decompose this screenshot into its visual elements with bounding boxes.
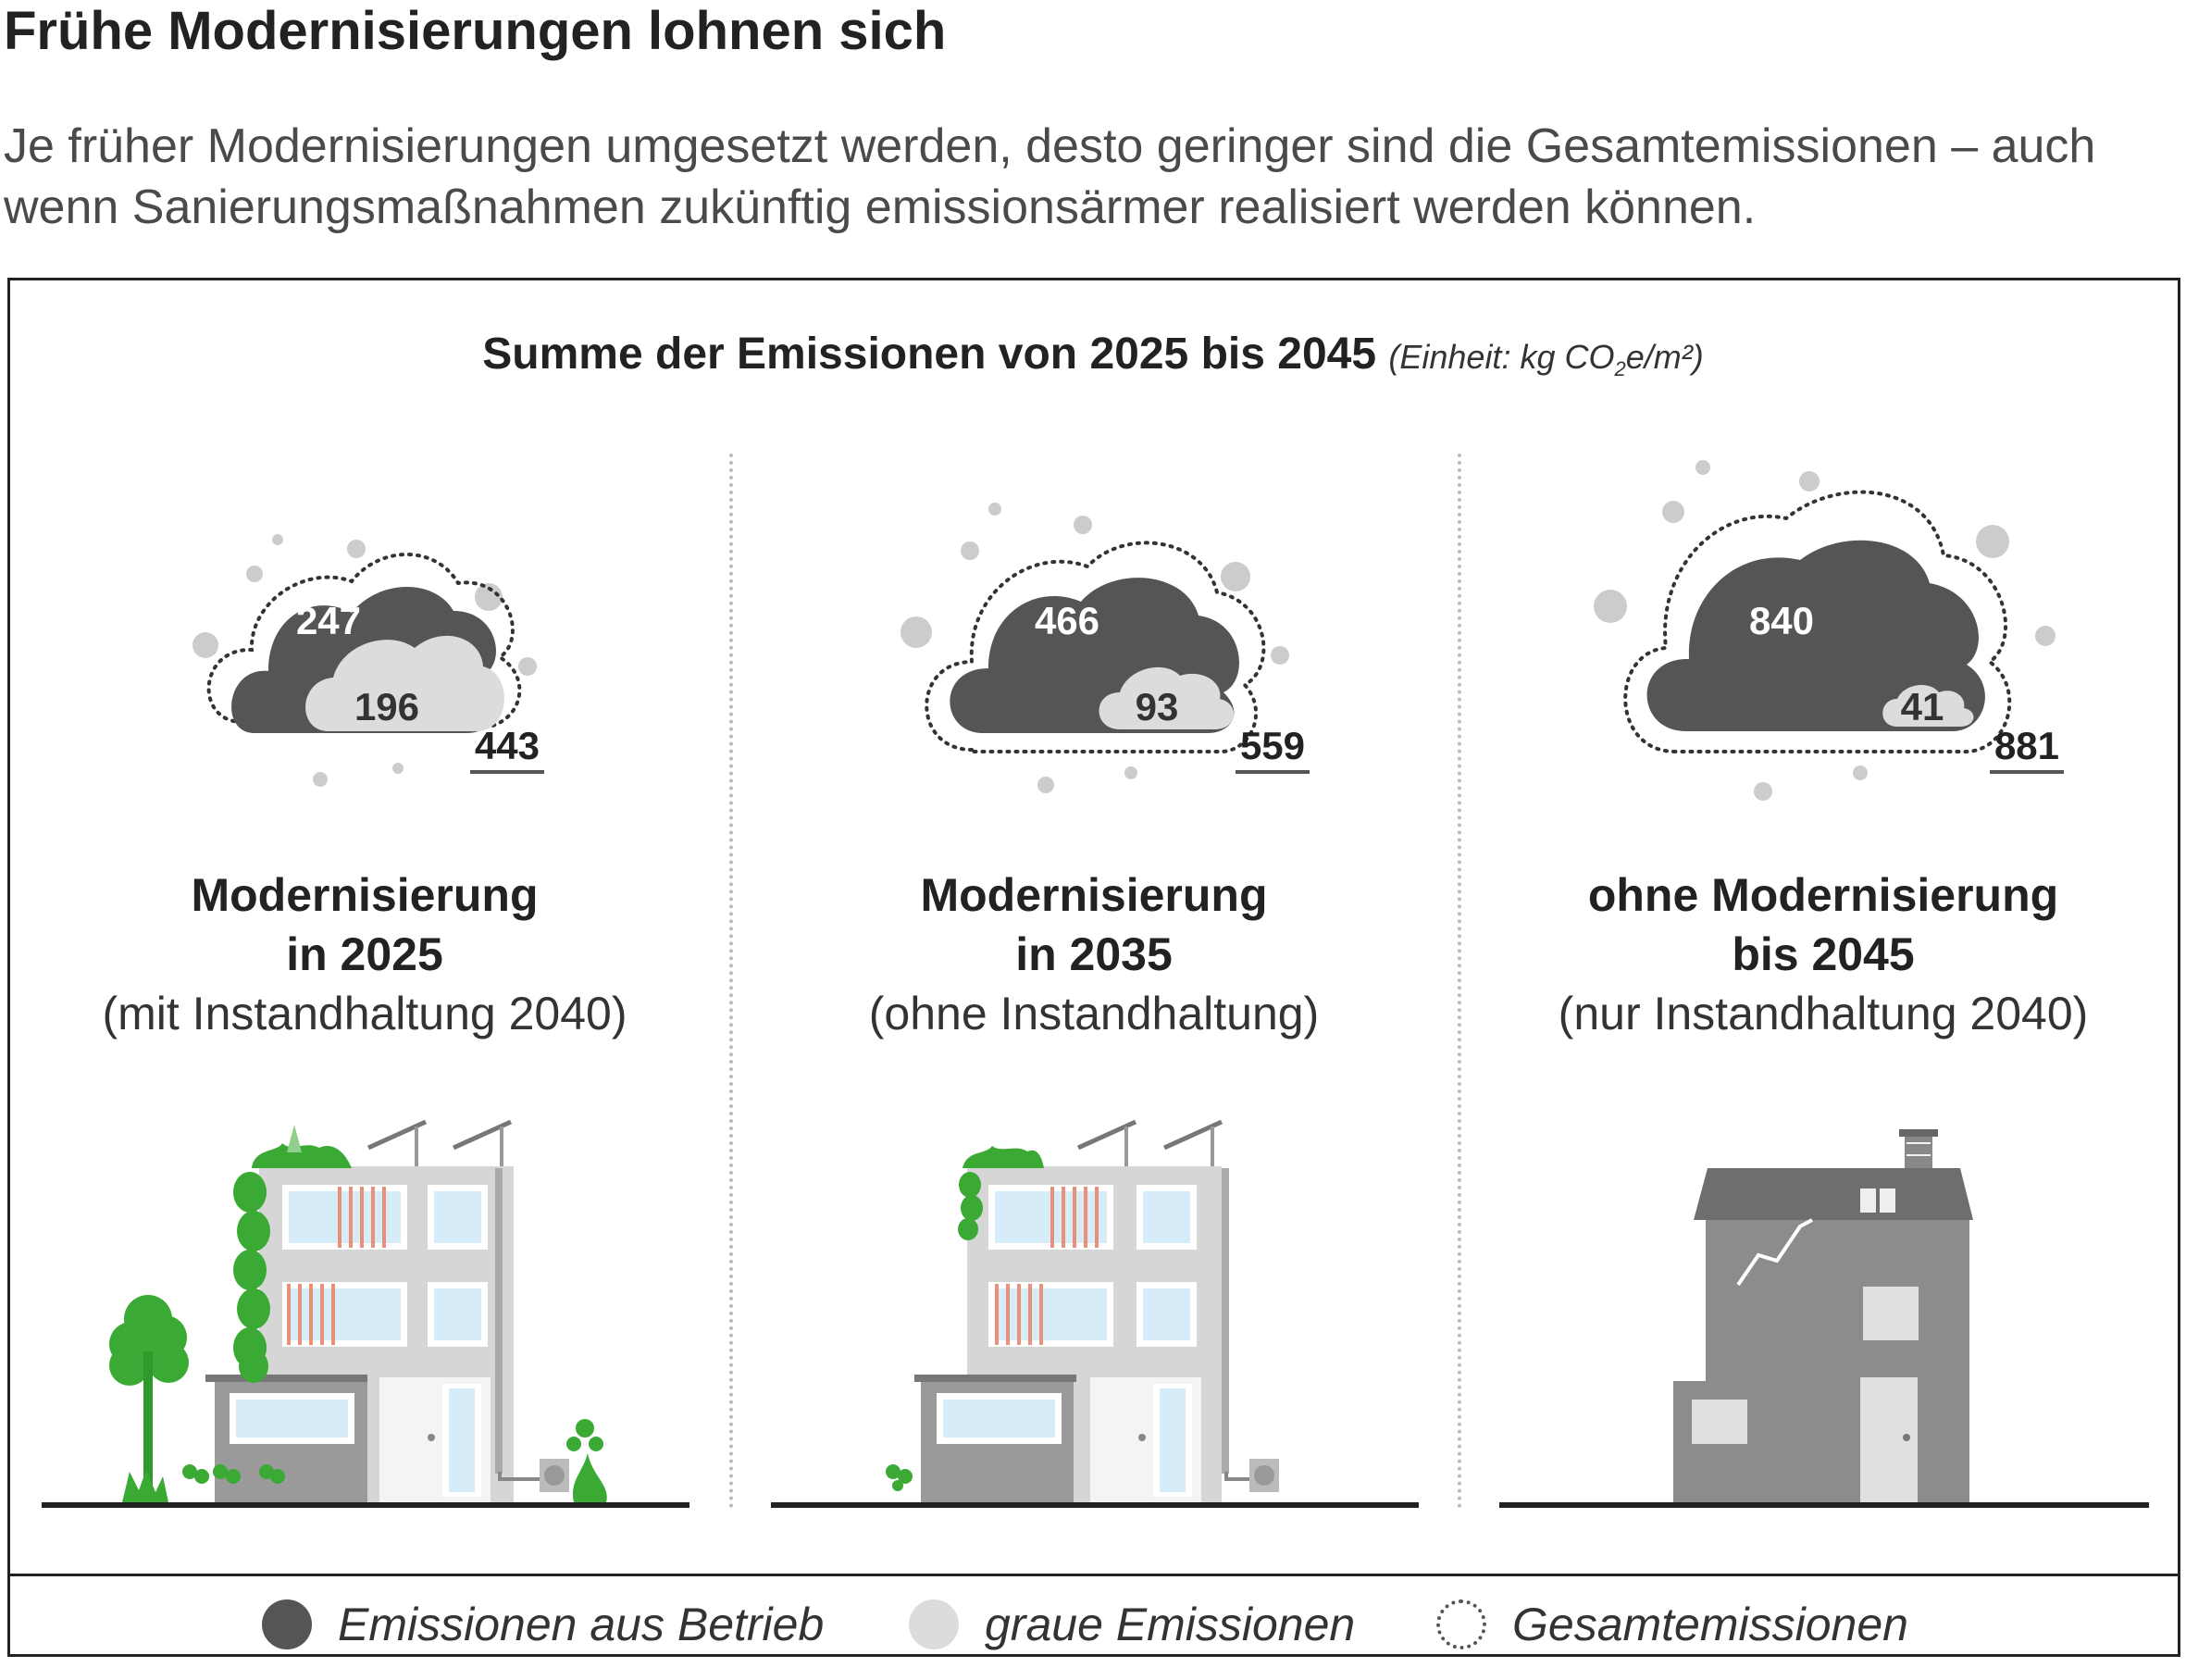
grey-cloud [1882, 684, 1974, 727]
scenario-3-subtitle: (nur Instandhaltung 2040) [1558, 988, 2089, 1039]
value-total-1: 443 [475, 724, 540, 767]
cloud-scenario-3: 840 41 881 [1594, 460, 2064, 801]
legend-swatch-operational [262, 1599, 312, 1649]
chart-unit-prefix: (Einheit: kg CO [1388, 338, 1615, 376]
scenario-1-title-line2: in 2025 [286, 928, 443, 980]
column-divider [1458, 454, 1461, 1509]
page-subtitle: Je früher Modernisierungen umgesetzt wer… [4, 119, 2096, 234]
ground-line [1499, 1502, 2149, 1508]
grey-cloud [305, 635, 504, 731]
scenario-3-title-line1: ohne Modernisierung [1587, 869, 2059, 921]
value-grey-1: 196 [354, 685, 419, 728]
chart-title-main: Summe der Emissionen von 2025 bis 2045 [482, 330, 1377, 379]
value-operational-3: 840 [1749, 599, 1814, 642]
value-operational-2: 466 [1035, 599, 1099, 642]
value-operational-1: 247 [296, 599, 361, 642]
total-outline [925, 541, 1266, 754]
decor-dots [900, 503, 1289, 793]
building-modern-1 [109, 1119, 607, 1502]
scenario-2-subtitle: (ohne Instandhaltung) [868, 988, 1320, 1039]
legend-total: Gesamtemissionen [1436, 1597, 1908, 1652]
legend-label-operational: Emissionen aus Betrieb [338, 1599, 825, 1650]
decor-dots [193, 534, 537, 787]
ground-line [42, 1502, 689, 1508]
value-total-3: 881 [1994, 724, 2059, 767]
chart-frame [7, 278, 2180, 1657]
legend-grey: graue Emissionen [909, 1597, 1355, 1652]
building-modern-2 [886, 1119, 1279, 1502]
cloud-scenario-2: 466 93 559 [900, 503, 1310, 793]
total-underline [1236, 770, 1310, 774]
scenario-3-title: ohne Modernisierung bis 2045 [1472, 865, 2175, 984]
cloud-scenario-1: 247 196 443 [193, 534, 544, 787]
column-divider [729, 454, 733, 1509]
legend-operational: Emissionen aus Betrieb [262, 1597, 824, 1652]
operational-cloud [1646, 540, 1985, 731]
legend-swatch-total [1436, 1599, 1486, 1649]
chart-title: Summe der Emissionen von 2025 bis 2045 (… [0, 329, 2186, 381]
scenario-1-subtitle: (mit Instandhaltung 2040) [102, 988, 627, 1039]
value-total-2: 559 [1240, 724, 1305, 767]
scenario-1-title-line1: Modernisierung [191, 869, 539, 921]
total-outline [1623, 490, 2012, 754]
legend-label-total: Gesamtemissionen [1512, 1599, 1908, 1650]
chart-unit-sub: 2 [1614, 357, 1626, 381]
legend-swatch-grey [909, 1599, 959, 1649]
decor-dots [1594, 460, 2056, 801]
scenario-2-title: Modernisierung in 2035 [742, 865, 1446, 984]
value-grey-2: 93 [1136, 685, 1179, 728]
total-underline [470, 770, 544, 774]
building-old [1673, 1129, 1973, 1502]
total-outline [206, 553, 522, 730]
legend-label-grey: graue Emissionen [985, 1599, 1356, 1650]
legend-separator [7, 1574, 2180, 1576]
scenario-2-title-line2: in 2035 [1015, 928, 1173, 980]
scenario-3-title-line2: bis 2045 [1732, 928, 1915, 980]
page-title: Frühe Modernisierungen lohnen sich [4, 1, 947, 61]
value-grey-3: 41 [1901, 685, 1944, 728]
chart-unit-suffix: e/m²) [1625, 338, 1704, 376]
scenario-1-title: Modernisierung in 2025 [13, 865, 716, 984]
total-underline [1990, 770, 2064, 774]
scenario-2-title-line1: Modernisierung [920, 869, 1268, 921]
chart-unit: (Einheit: kg CO2e/m²) [1388, 338, 1704, 380]
ground-line [771, 1502, 1419, 1508]
grey-cloud [1099, 666, 1235, 729]
